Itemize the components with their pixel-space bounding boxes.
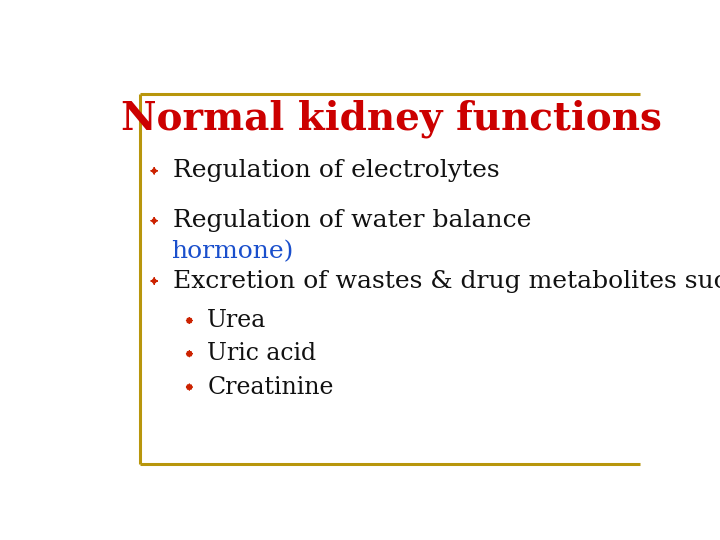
Text: Creatinine: Creatinine <box>207 375 333 399</box>
Text: hormone): hormone) <box>171 240 293 264</box>
Text: Excretion of wastes & drug metabolites such as: Excretion of wastes & drug metabolites s… <box>173 269 720 293</box>
Text: Urea: Urea <box>207 309 266 332</box>
Text: Normal kidney functions: Normal kidney functions <box>121 99 662 138</box>
Text: Uric acid: Uric acid <box>207 342 316 365</box>
Text: Regulation of water balance: Regulation of water balance <box>173 209 539 232</box>
Text: Regulation of electrolytes: Regulation of electrolytes <box>173 159 507 183</box>
